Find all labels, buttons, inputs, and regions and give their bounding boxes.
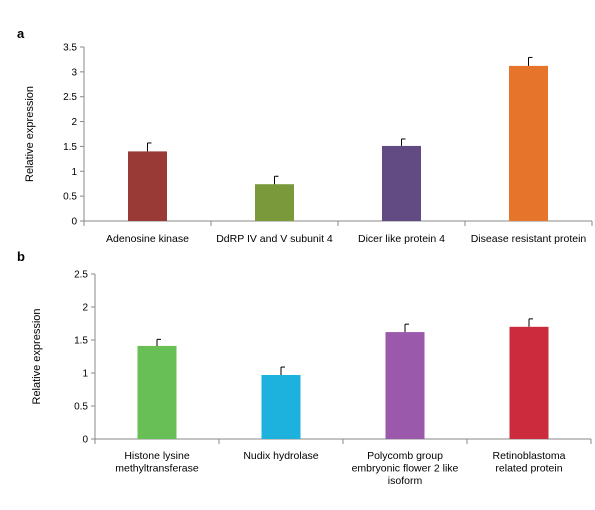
category-label-line: embryonic flower 2 like xyxy=(352,463,459,475)
category-label: Dicer like protein 4 xyxy=(358,233,445,245)
bar xyxy=(137,345,177,439)
category-label-line: isoform xyxy=(388,475,423,487)
y-tick-label: 1.5 xyxy=(74,336,88,347)
category-label-line: Histone lysine xyxy=(124,450,190,462)
y-tick-label: 1 xyxy=(71,167,77,178)
category-label: Polycomb group embryonic flower 2 like iso… xyxy=(352,450,459,487)
y-tick-label: 2 xyxy=(71,117,77,128)
y-tick-label: 1 xyxy=(82,369,88,380)
y-tick-label: 3.5 xyxy=(63,43,77,54)
category-label-line: Retinoblastoma xyxy=(493,450,566,462)
category-label-line: Nudix hydrolase xyxy=(243,450,318,462)
bar xyxy=(255,184,294,221)
y-axis-title: Relative expression xyxy=(31,309,43,405)
category-label: Nudix hydrolase xyxy=(243,450,318,462)
category-label-line: Polycomb group xyxy=(367,450,443,462)
chart-panel-b: b Relative expression 0 0.5 1 1.5 2 2.5 Histone … xyxy=(17,249,592,487)
panel-label: a xyxy=(17,26,25,41)
category-label-line: Adenosine kinase xyxy=(106,233,189,245)
category-label-line: related protein xyxy=(495,463,562,475)
category-label: Disease resistant protein xyxy=(471,233,587,245)
y-tick-label: 0 xyxy=(71,217,77,228)
y-tick-label: 2.5 xyxy=(74,270,88,281)
bar xyxy=(382,145,421,221)
bar xyxy=(261,374,301,439)
y-tick-label: 2.5 xyxy=(63,92,77,103)
y-tick-label: 0.5 xyxy=(74,402,88,413)
category-label-line: Disease resistant protein xyxy=(471,233,587,245)
y-tick-label: 2 xyxy=(82,303,88,314)
bar xyxy=(128,151,167,221)
category-label: Histone lysine methyltransferase xyxy=(115,450,199,475)
category-label: DdRP IV and V subunit 4 xyxy=(216,233,333,245)
category-label-line: Dicer like protein 4 xyxy=(358,233,445,245)
category-label: Adenosine kinase xyxy=(106,233,189,245)
y-tick-label: 1.5 xyxy=(63,142,77,153)
bar xyxy=(509,326,549,439)
y-tick-label: 3 xyxy=(71,67,77,78)
category-label: Retinoblastoma related protein xyxy=(493,450,566,475)
chart-panel-a: a Relative expression 0 0.5 1 1.5 2 2.5 3 3.5 Aden… xyxy=(17,26,593,245)
y-tick-label: 0.5 xyxy=(63,192,77,203)
panel-label: b xyxy=(17,249,25,264)
bar xyxy=(385,332,425,439)
bar xyxy=(509,65,548,222)
category-label-line: methyltransferase xyxy=(115,463,199,475)
y-axis-title: Relative expression xyxy=(24,86,36,182)
category-label-line: DdRP IV and V subunit 4 xyxy=(216,233,333,245)
y-tick-label: 0 xyxy=(82,435,88,446)
